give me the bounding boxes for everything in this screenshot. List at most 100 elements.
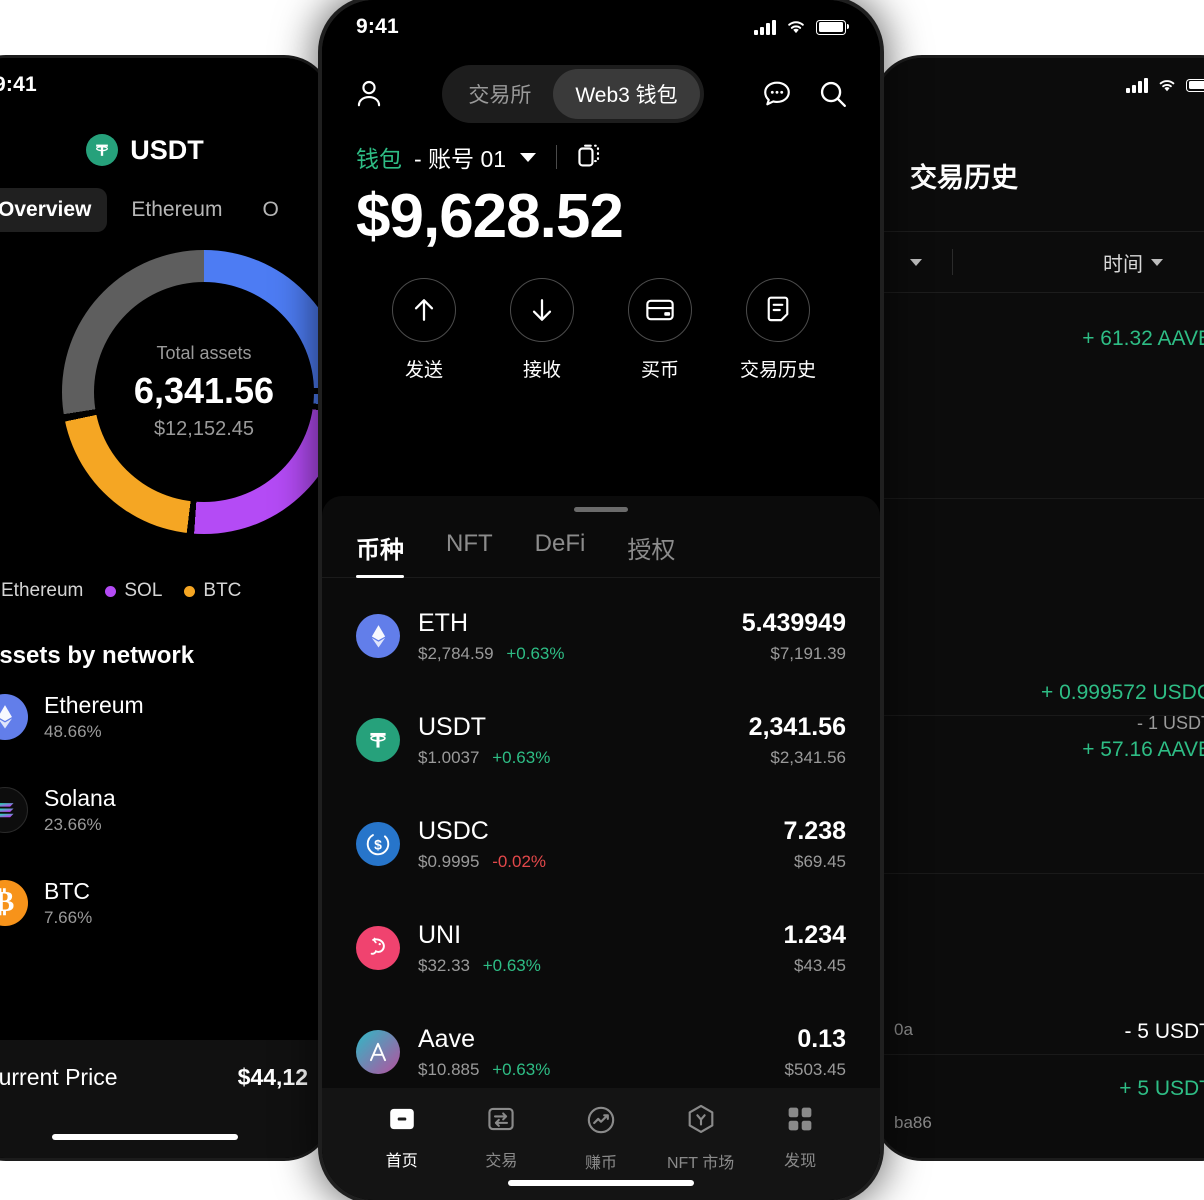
list-item[interactable]: ETH $2,784.59 +0.63% 5.439949 $7,191.39 (356, 584, 846, 688)
left-phone-frame: 9:41 USDT Overview Ethereum O (0, 58, 330, 1158)
total-balance: $9,628.52 (356, 182, 624, 251)
list-item[interactable]: Aave $10.885 +0.63% 0.13 $503.45 (356, 1000, 846, 1104)
tab-defi[interactable]: DeFi (534, 530, 586, 557)
history-amount-secondary: - 1 USDT (1136, 713, 1204, 733)
legend-label-sol: SOL (124, 580, 163, 601)
action-history[interactable]: 交易历史 (732, 277, 824, 382)
bitcoin-icon: ₿ (0, 879, 28, 926)
ethereum-icon (356, 614, 400, 658)
token-price: $2,784.59 (418, 643, 494, 663)
token-price-line: $10.885 +0.63% (418, 1060, 767, 1080)
tab-coins[interactable]: 币种 (356, 530, 404, 578)
tab-overview[interactable]: Overview (0, 188, 108, 232)
history-amount: + 61.32 AAVE (1082, 327, 1204, 350)
token-price: $1.0037 (418, 747, 480, 767)
tab-approvals[interactable]: 授权 (627, 537, 676, 564)
action-label: 发送 (404, 359, 443, 381)
token-holdings: 1.234 $43.45 (783, 920, 846, 975)
token-price-line: $2,784.59 +0.63% (418, 644, 724, 664)
tab-nft-market[interactable]: NFT 市场 (651, 1104, 751, 1173)
account-selector[interactable]: 钱包 - 账号 01 (322, 124, 880, 174)
token-amount: 0.13 (797, 1025, 846, 1054)
network-row[interactable]: ₿ BTC 7.66% (0, 856, 330, 949)
tab-earn[interactable]: 赚币 (551, 1104, 651, 1173)
token-amount: 1.234 (783, 921, 846, 950)
current-price-value: $44,12 (237, 1064, 308, 1090)
tab-label: 首页 (385, 1153, 418, 1170)
token-value: $2,341.56 (770, 747, 846, 767)
token-symbol: Aave (418, 1025, 475, 1054)
credit-card-icon (628, 277, 692, 342)
home-indicator (52, 1134, 238, 1140)
legend-dot-sol (105, 585, 117, 597)
token-value: $43.45 (794, 955, 846, 975)
sheet-grabber[interactable] (574, 507, 628, 512)
donut-chart-wrap: Total assets 6,341.56 $12,152.45 (0, 250, 330, 580)
arrow-down-icon (510, 277, 574, 342)
action-label: 交易历史 (739, 359, 816, 381)
filter-time-label: 时间 (1103, 253, 1143, 276)
token-change: +0.63% (506, 643, 565, 663)
search-icon[interactable] (816, 77, 850, 111)
chevron-down-icon (1151, 258, 1163, 266)
right-phone-frame: 交易历史 时间 + 61.32 AAVE + 0.999572 USDC (876, 58, 1204, 1158)
network-row[interactable]: Solana 23.66% (0, 763, 330, 856)
token-symbol: USDT (418, 713, 487, 742)
token-symbol: UNI (418, 921, 462, 950)
tab-ethereum[interactable]: Ethereum (131, 198, 223, 221)
page-title-group: USDT (0, 134, 330, 166)
action-receive[interactable]: 接收 (496, 277, 588, 382)
tab-trade[interactable]: 交易 (452, 1104, 552, 1171)
table-row[interactable]: + 57.16 AAVE (876, 716, 1204, 874)
token-price: $0.9995 (418, 851, 480, 871)
aave-icon (356, 1030, 400, 1074)
table-row[interactable]: 0a - 5 USDT (876, 874, 1204, 1055)
chevron-down-icon (910, 258, 922, 266)
chat-bubble-icon[interactable] (760, 77, 794, 111)
filter-time[interactable]: 时间 (1103, 248, 1163, 277)
action-send[interactable]: 发送 (378, 277, 470, 382)
page-title: USDT (130, 134, 204, 165)
action-buy[interactable]: 买币 (614, 277, 706, 382)
token-value: $503.45 (784, 1059, 846, 1079)
chevron-down-icon[interactable] (520, 152, 537, 162)
status-icons (1126, 77, 1204, 93)
token-price: $10.885 (418, 1059, 480, 1079)
segment-exchange[interactable]: 交易所 (468, 84, 532, 107)
token-info: Aave $10.885 +0.63% (418, 1024, 767, 1079)
tab-label: 发现 (784, 1153, 817, 1170)
tab-discover[interactable]: 发现 (750, 1104, 850, 1171)
token-amount: 2,341.56 (748, 713, 846, 742)
home-indicator (508, 1180, 694, 1186)
list-item[interactable]: UNI $32.33 +0.63% 1.234 $43.45 (356, 896, 846, 1000)
filter-type[interactable] (910, 258, 922, 266)
copy-icon[interactable] (577, 142, 601, 173)
signal-icon (1126, 77, 1148, 93)
tab-other[interactable]: O (262, 198, 279, 221)
token-holdings: 5.439949 $7,191.39 (742, 608, 846, 663)
token-amount: 5.439949 (741, 609, 846, 638)
history-amount: + 57.16 AAVE (1082, 738, 1204, 761)
list-item[interactable]: USDT $1.0037 +0.63% 2,341.56 $2,341.56 (356, 688, 846, 792)
network-pct: 48.66% (44, 721, 102, 741)
back-button[interactable] (0, 131, 4, 170)
wallet-label: 钱包 (356, 146, 402, 172)
segment-web3-wallet[interactable]: Web3 钱包 (553, 69, 700, 119)
person-icon[interactable] (352, 77, 386, 111)
table-row[interactable]: + 61.32 AAVE (876, 293, 1204, 499)
table-row[interactable]: + 0.999572 USDC - 1 USDT (876, 499, 1204, 733)
legend-item: Ethereum (0, 580, 83, 602)
ethereum-icon (0, 693, 28, 740)
network-pct: 23.66% (44, 814, 102, 834)
current-price-bar: Current Price $44,12 (0, 1040, 330, 1158)
tab-home[interactable]: 首页 (352, 1104, 452, 1171)
network-pct: 7.66% (44, 907, 93, 927)
list-item[interactable]: $ USDC $0.9995 -0.02% 7.238 $69.45 (356, 792, 846, 896)
table-row[interactable]: ba86 + 5 USDT (876, 1055, 1204, 1158)
token-holdings: 7.238 $69.45 (783, 816, 846, 871)
tab-nft[interactable]: NFT (446, 530, 493, 557)
history-filter-bar: 时间 (876, 231, 1204, 293)
swap-icon (486, 1104, 516, 1139)
network-row[interactable]: Ethereum 48.66% (0, 670, 330, 763)
usdt-icon (86, 134, 119, 166)
